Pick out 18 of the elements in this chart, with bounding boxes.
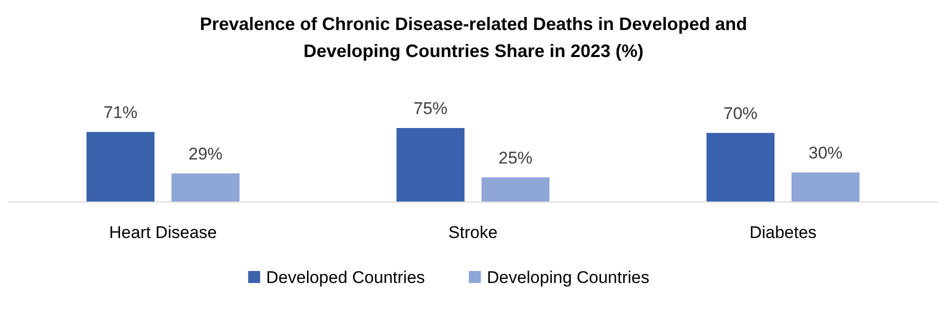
data-label: 30% xyxy=(808,143,843,162)
x-tick-label: Stroke xyxy=(448,223,498,242)
bar xyxy=(86,132,154,202)
legend-label: Developed Countries xyxy=(266,268,425,287)
bar xyxy=(172,173,240,202)
data-label: 70% xyxy=(723,104,758,123)
bar xyxy=(792,172,860,202)
chart-title: Prevalence of Chronic Disease-related Deaths in Developed and Developing Countries Share in 2023 (%) xyxy=(200,14,748,61)
x-tick-label: Heart Disease xyxy=(109,223,217,242)
data-label: 25% xyxy=(498,148,533,168)
data-label: 75% xyxy=(413,99,448,118)
bar xyxy=(396,128,464,202)
bar xyxy=(706,132,774,202)
legend-label: Developing Countries xyxy=(486,268,650,287)
data-label: 71% xyxy=(103,102,138,122)
bar xyxy=(482,177,550,202)
x-tick-label: Diabetes xyxy=(749,223,817,242)
data-label: 29% xyxy=(188,144,223,164)
